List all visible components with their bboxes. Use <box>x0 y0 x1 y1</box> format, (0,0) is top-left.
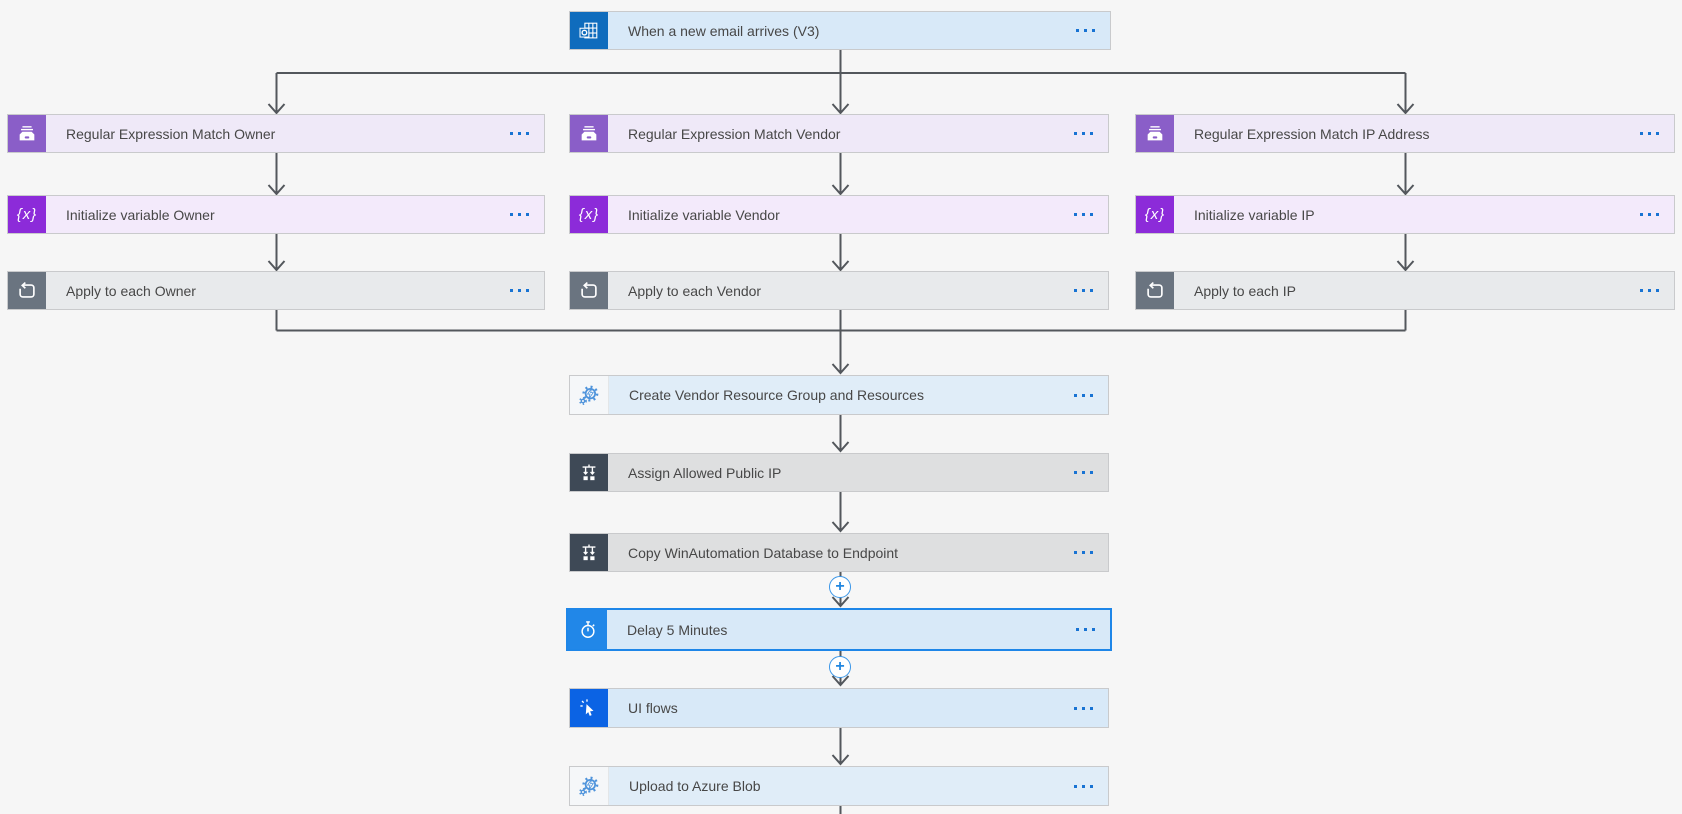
more-menu-button[interactable] <box>1638 283 1661 298</box>
more-menu-button[interactable] <box>508 283 531 298</box>
more-menu-button[interactable] <box>1072 701 1095 716</box>
scope-deploy-icon <box>570 454 608 491</box>
node-label: Copy WinAutomation Database to Endpoint <box>628 544 899 561</box>
node-label: Regular Expression Match Owner <box>66 125 276 142</box>
outlook-email-icon <box>570 12 608 49</box>
node-label: Apply to each IP <box>1194 282 1296 299</box>
node-label: Delay 5 Minutes <box>627 621 728 638</box>
node-label: Initialize variable Owner <box>66 206 215 223</box>
variable-icon: {x} <box>8 196 46 233</box>
more-menu-button[interactable] <box>1072 545 1095 560</box>
more-menu-button[interactable] <box>1072 388 1095 403</box>
action-regex-match-owner[interactable]: Regular Expression Match Owner <box>7 114 545 153</box>
action-apply-to-each-ip[interactable]: Apply to each IP <box>1135 271 1675 310</box>
more-menu-button[interactable] <box>1072 779 1095 794</box>
node-label: Initialize variable IP <box>1194 206 1315 223</box>
action-assign-allowed-public-ip[interactable]: Assign Allowed Public IP <box>569 453 1109 492</box>
node-label: Apply to each Vendor <box>628 282 762 299</box>
ui-flows-cursor-icon <box>570 689 608 727</box>
for-each-loop-icon <box>8 272 46 309</box>
variable-icon: {x} <box>1136 196 1174 233</box>
variable-icon: {x} <box>570 196 608 233</box>
trigger-when-new-email-arrives[interactable]: When a new email arrives (V3) <box>569 11 1111 50</box>
more-menu-button[interactable] <box>1072 465 1095 480</box>
action-ui-flows[interactable]: UI flows <box>569 688 1109 728</box>
insert-step-button[interactable]: + <box>829 576 851 598</box>
node-label: Assign Allowed Public IP <box>628 464 782 481</box>
action-upload-to-azure-blob[interactable]: Upload to Azure Blob <box>569 766 1109 806</box>
more-menu-button[interactable] <box>508 207 531 222</box>
regex-drawer-icon <box>570 115 608 152</box>
scope-deploy-icon <box>570 534 608 571</box>
regex-drawer-icon <box>1136 115 1174 152</box>
node-label: Initialize variable Vendor <box>628 206 780 223</box>
action-initialize-variable-owner[interactable]: {x} Initialize variable Owner <box>7 195 545 234</box>
node-label: Apply to each Owner <box>66 282 196 299</box>
node-label: When a new email arrives (V3) <box>628 22 820 39</box>
node-label: UI flows <box>628 700 678 716</box>
node-label: Upload to Azure Blob <box>629 778 761 794</box>
insert-step-button[interactable]: + <box>829 656 851 678</box>
node-label: Regular Expression Match Vendor <box>628 125 841 142</box>
action-delay-5-minutes[interactable]: Delay 5 Minutes <box>566 608 1112 651</box>
for-each-loop-icon <box>570 272 608 309</box>
action-copy-winautomation-database[interactable]: Copy WinAutomation Database to Endpoint <box>569 533 1109 572</box>
more-menu-button[interactable] <box>1638 207 1661 222</box>
automation-gear-icon <box>570 376 609 414</box>
action-apply-to-each-vendor[interactable]: Apply to each Vendor <box>569 271 1109 310</box>
more-menu-button[interactable] <box>1072 283 1095 298</box>
more-menu-button[interactable] <box>1072 126 1095 141</box>
regex-drawer-icon <box>8 115 46 152</box>
node-label: Regular Expression Match IP Address <box>1194 125 1430 142</box>
for-each-loop-icon <box>1136 272 1174 309</box>
more-menu-button[interactable] <box>1074 23 1097 38</box>
action-regex-match-ip[interactable]: Regular Expression Match IP Address <box>1135 114 1675 153</box>
node-label: Create Vendor Resource Group and Resourc… <box>629 387 924 403</box>
more-menu-button[interactable] <box>1074 622 1097 637</box>
action-create-vendor-resource-group[interactable]: Create Vendor Resource Group and Resourc… <box>569 375 1109 415</box>
action-apply-to-each-owner[interactable]: Apply to each Owner <box>7 271 545 310</box>
more-menu-button[interactable] <box>1072 207 1095 222</box>
action-regex-match-vendor[interactable]: Regular Expression Match Vendor <box>569 114 1109 153</box>
delay-stopwatch-icon <box>568 610 607 649</box>
action-initialize-variable-vendor[interactable]: {x} Initialize variable Vendor <box>569 195 1109 234</box>
more-menu-button[interactable] <box>1638 126 1661 141</box>
more-menu-button[interactable] <box>508 126 531 141</box>
automation-gear-icon <box>570 767 609 805</box>
action-initialize-variable-ip[interactable]: {x} Initialize variable IP <box>1135 195 1675 234</box>
